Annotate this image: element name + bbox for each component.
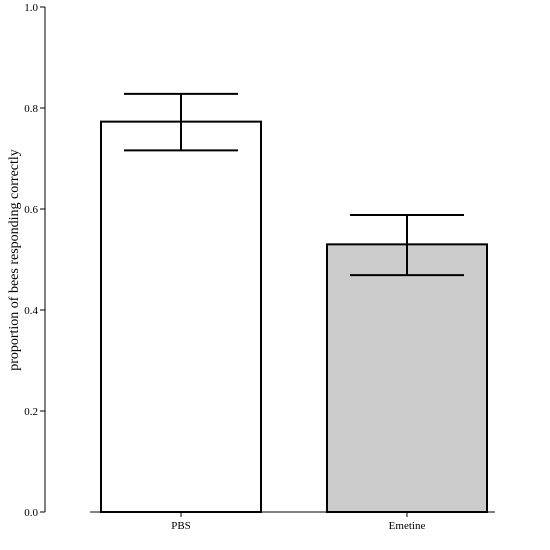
y-tick-label: 0.2 <box>24 406 38 418</box>
x-tick-label: PBS <box>171 520 191 532</box>
x-tick-label: Emetine <box>389 520 426 532</box>
y-tick-label: 0.6 <box>24 204 38 216</box>
error-bars <box>124 92 464 277</box>
y-axis-label: proportion of bees responding correctly <box>7 149 22 371</box>
x-axis: PBS Emetine <box>90 511 495 532</box>
y-tick-label: 1.0 <box>24 2 38 14</box>
y-tick-label: 0.0 <box>24 507 38 519</box>
bar-emetine <box>326 243 488 513</box>
bar-pbs <box>100 120 262 513</box>
y-tick-label: 0.4 <box>24 305 38 317</box>
bars <box>100 120 488 513</box>
y-tick-label: 0.8 <box>24 103 38 115</box>
y-axis: 0.0 0.2 0.4 0.6 0.8 1.0 <box>24 2 46 519</box>
